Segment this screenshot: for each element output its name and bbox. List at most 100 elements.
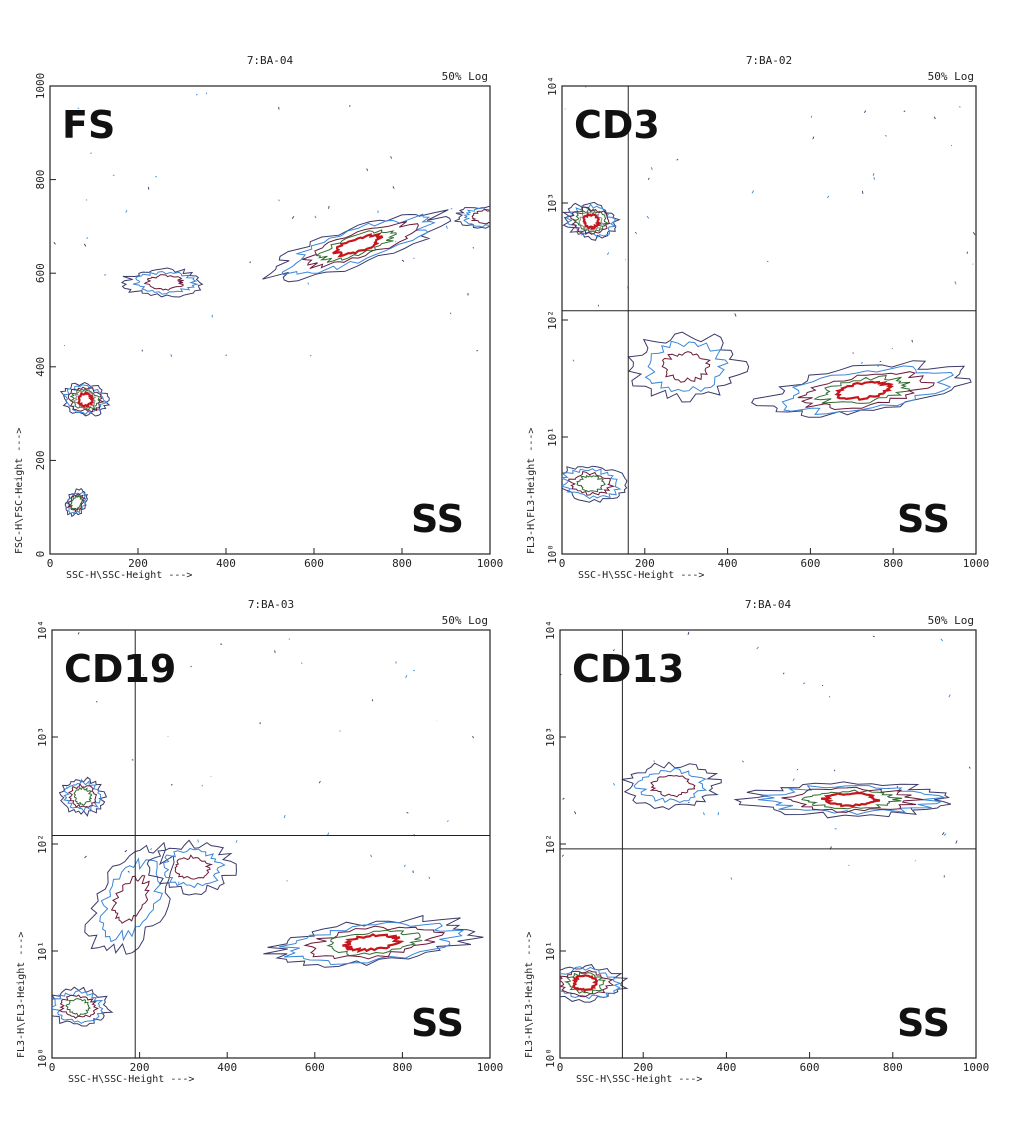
event-speck [956,841,957,844]
event-speck [862,191,863,194]
x-tick-label: 1000 [963,557,990,570]
event-speck [959,107,960,108]
contour-level-5 [821,793,880,806]
event-speck [949,694,950,697]
event-speck [813,137,814,140]
x-tick-label: 400 [718,557,738,570]
event-speck [87,237,88,238]
event-speck [450,313,451,314]
population-2 [65,489,87,517]
plot-title: 7:BA-04 [745,598,792,611]
event-speck [829,696,830,697]
y-tick-label: 10¹ [36,941,49,961]
event-speck [84,244,86,247]
y-tick-label: 10⁰ [36,1048,49,1068]
population-2 [622,762,721,809]
event-speck [402,260,404,262]
event-speck [793,779,795,781]
event-speck [279,107,280,110]
event-speck [275,650,276,653]
y-tick-label: 800 [34,170,47,190]
scale-note: 50% Log [442,614,488,627]
event-speck [150,849,152,850]
event-speck [562,855,563,857]
event-speck [473,247,474,248]
event-speck [329,206,330,209]
event-speck [607,253,608,255]
event-speck [861,362,863,363]
x-tick-label: 200 [130,1061,150,1074]
side-scatter-label: SS [897,1001,950,1045]
event-speck [969,767,970,769]
y-tick-label: 1000 [34,73,47,100]
event-speck [885,136,887,137]
y-tick-label: 10⁴ [546,76,559,96]
y-tick-label: 10³ [544,727,557,747]
event-speck [340,731,341,732]
event-speck [393,186,394,188]
x-tick-label: 1000 [963,1061,990,1074]
event-speck [473,736,474,738]
population-4 [147,840,236,895]
event-speck [613,783,614,785]
x-tick-label: 200 [633,1061,653,1074]
y-axis-label: FSC-H\FSC-Height ---> [14,428,25,554]
population-1 [61,383,109,416]
marker-label: CD3 [574,103,660,147]
y-tick-label: 10⁰ [544,1048,557,1068]
event-speck [731,878,732,880]
y-tick-label: 0 [34,551,47,558]
event-speck [703,812,704,815]
event-speck [250,262,251,264]
x-tick-label: 600 [800,557,820,570]
event-speck [148,187,149,190]
x-axis-label: SSC-H\SSC-Height ---> [576,1074,702,1085]
event-speck [406,675,407,678]
contour-level-1 [46,987,112,1026]
event-speck [873,173,874,176]
event-speck [783,673,784,675]
x-tick-label: 1000 [477,557,504,570]
plot-frame [50,86,490,554]
x-tick-label: 600 [304,557,324,570]
x-tick-label: 200 [128,557,148,570]
contour-level-3 [112,876,150,924]
event-speck [648,178,649,180]
y-tick-label: 10⁰ [546,544,559,564]
contour-level-1 [622,762,721,809]
contour-level-6 [584,214,600,228]
population-3 [628,332,748,402]
contour-level-1 [263,210,451,282]
event-speck [196,94,197,95]
x-tick-label: 800 [392,1061,412,1074]
x-tick-label: 200 [635,557,655,570]
contour-level-4 [66,999,90,1016]
y-tick-label: 10² [36,834,49,854]
event-speck [718,812,719,815]
population-1 [542,965,627,1003]
event-speck [413,670,415,671]
x-tick-label: 600 [305,1061,325,1074]
x-axis-label: SSC-H\SSC-Height ---> [578,570,704,581]
population-3 [122,268,202,297]
contour-level-3 [175,855,211,879]
event-speck [827,196,828,198]
x-tick-label: 600 [800,1061,820,1074]
contour-level-5 [837,382,892,400]
x-tick-label: 800 [883,1061,903,1074]
event-speck [85,856,87,858]
event-speck [155,176,156,177]
y-tick-label: 10⁴ [36,620,49,640]
contour-level-3 [569,472,614,496]
event-speck [328,833,329,836]
x-tick-label: 0 [47,557,54,570]
event-speck [561,674,562,675]
event-speck [835,829,837,830]
population-4 [263,210,451,282]
x-tick-label: 800 [883,557,903,570]
event-speck [973,232,975,235]
event-speck [874,177,875,179]
